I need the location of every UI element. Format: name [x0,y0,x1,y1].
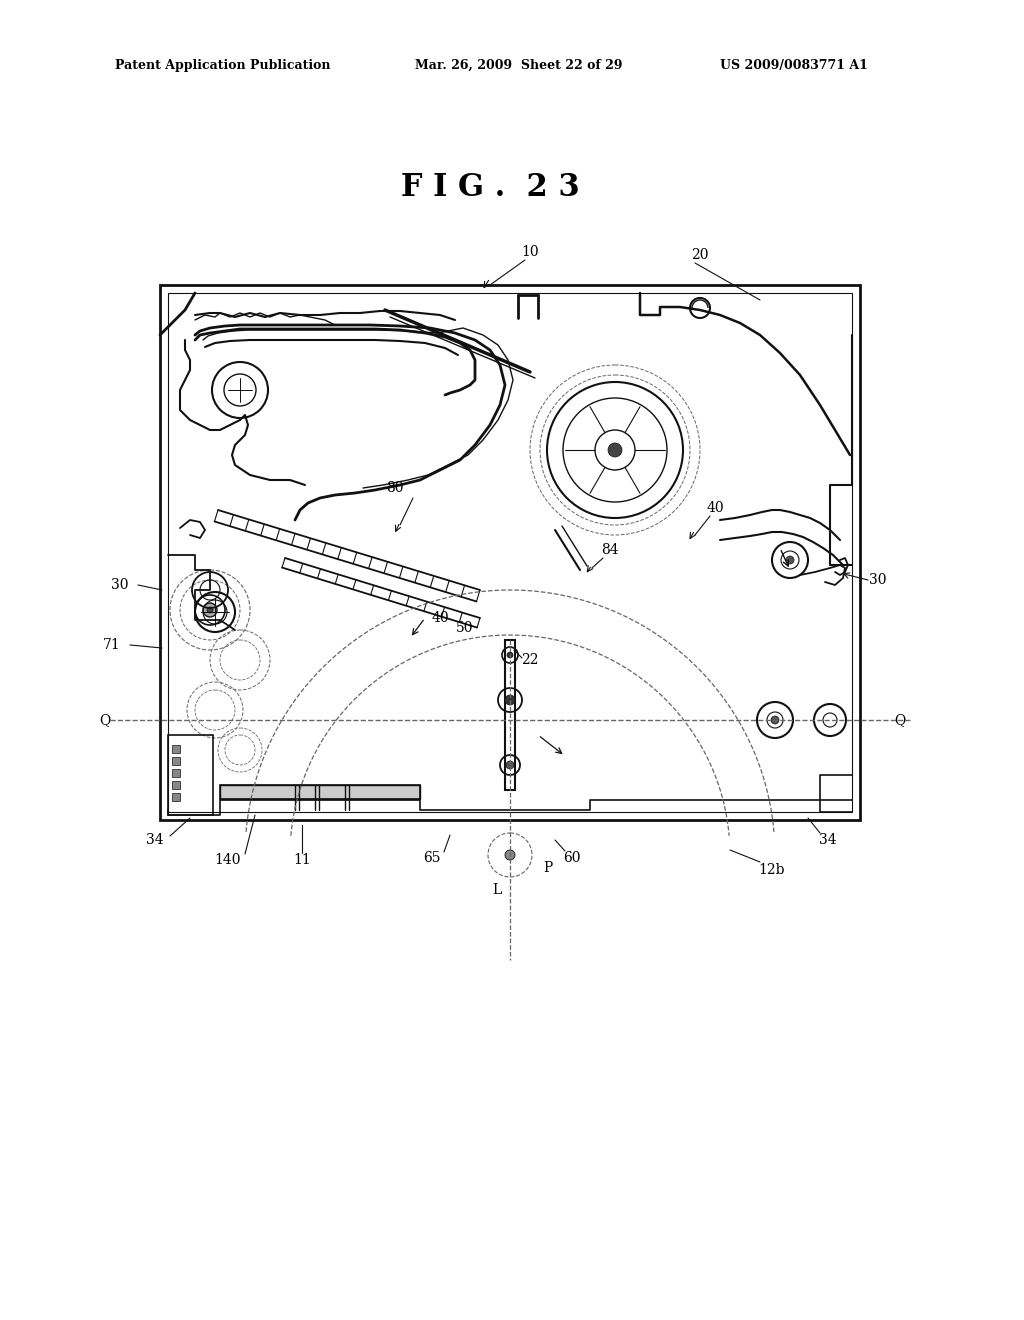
Circle shape [507,652,513,657]
Circle shape [771,715,779,723]
Text: 22: 22 [521,653,539,667]
Circle shape [506,762,514,770]
Text: 12b: 12b [759,863,785,876]
Text: 30: 30 [869,573,887,587]
Bar [172,793,180,801]
Text: Mar. 26, 2009  Sheet 22 of 29: Mar. 26, 2009 Sheet 22 of 29 [415,58,623,71]
Text: 40: 40 [431,611,449,624]
Text: 40: 40 [707,502,724,515]
Circle shape [207,607,213,612]
Text: 34: 34 [146,833,164,847]
Bar [172,770,180,777]
Circle shape [608,444,622,457]
Text: 65: 65 [423,851,440,865]
Text: Q: Q [99,713,111,727]
Bar [160,285,860,820]
Text: 71: 71 [103,638,121,652]
Text: 34: 34 [819,833,837,847]
Text: Q: Q [894,713,905,727]
Circle shape [505,850,515,861]
Bar [220,785,420,799]
Text: US 2009/0083771 A1: US 2009/0083771 A1 [720,58,868,71]
Text: 140: 140 [215,853,242,867]
Bar [172,781,180,789]
Text: Patent Application Publication: Patent Application Publication [115,58,331,71]
Text: P: P [544,861,553,875]
Bar [220,785,420,799]
Text: 60: 60 [563,851,581,865]
Bar [505,640,515,789]
Bar [168,293,852,812]
Text: 84: 84 [601,543,618,557]
Bar [168,735,213,814]
Text: 30: 30 [112,578,129,591]
Bar [172,756,180,766]
Text: 80: 80 [386,480,403,495]
Text: L: L [493,883,502,898]
Text: 11: 11 [293,853,311,867]
Text: F I G .  2 3: F I G . 2 3 [400,173,580,203]
Text: 20: 20 [691,248,709,261]
Text: 50: 50 [457,620,474,635]
Bar [172,744,180,752]
Circle shape [203,603,217,616]
Circle shape [505,696,515,705]
Circle shape [786,556,794,564]
Text: 10: 10 [521,246,539,259]
